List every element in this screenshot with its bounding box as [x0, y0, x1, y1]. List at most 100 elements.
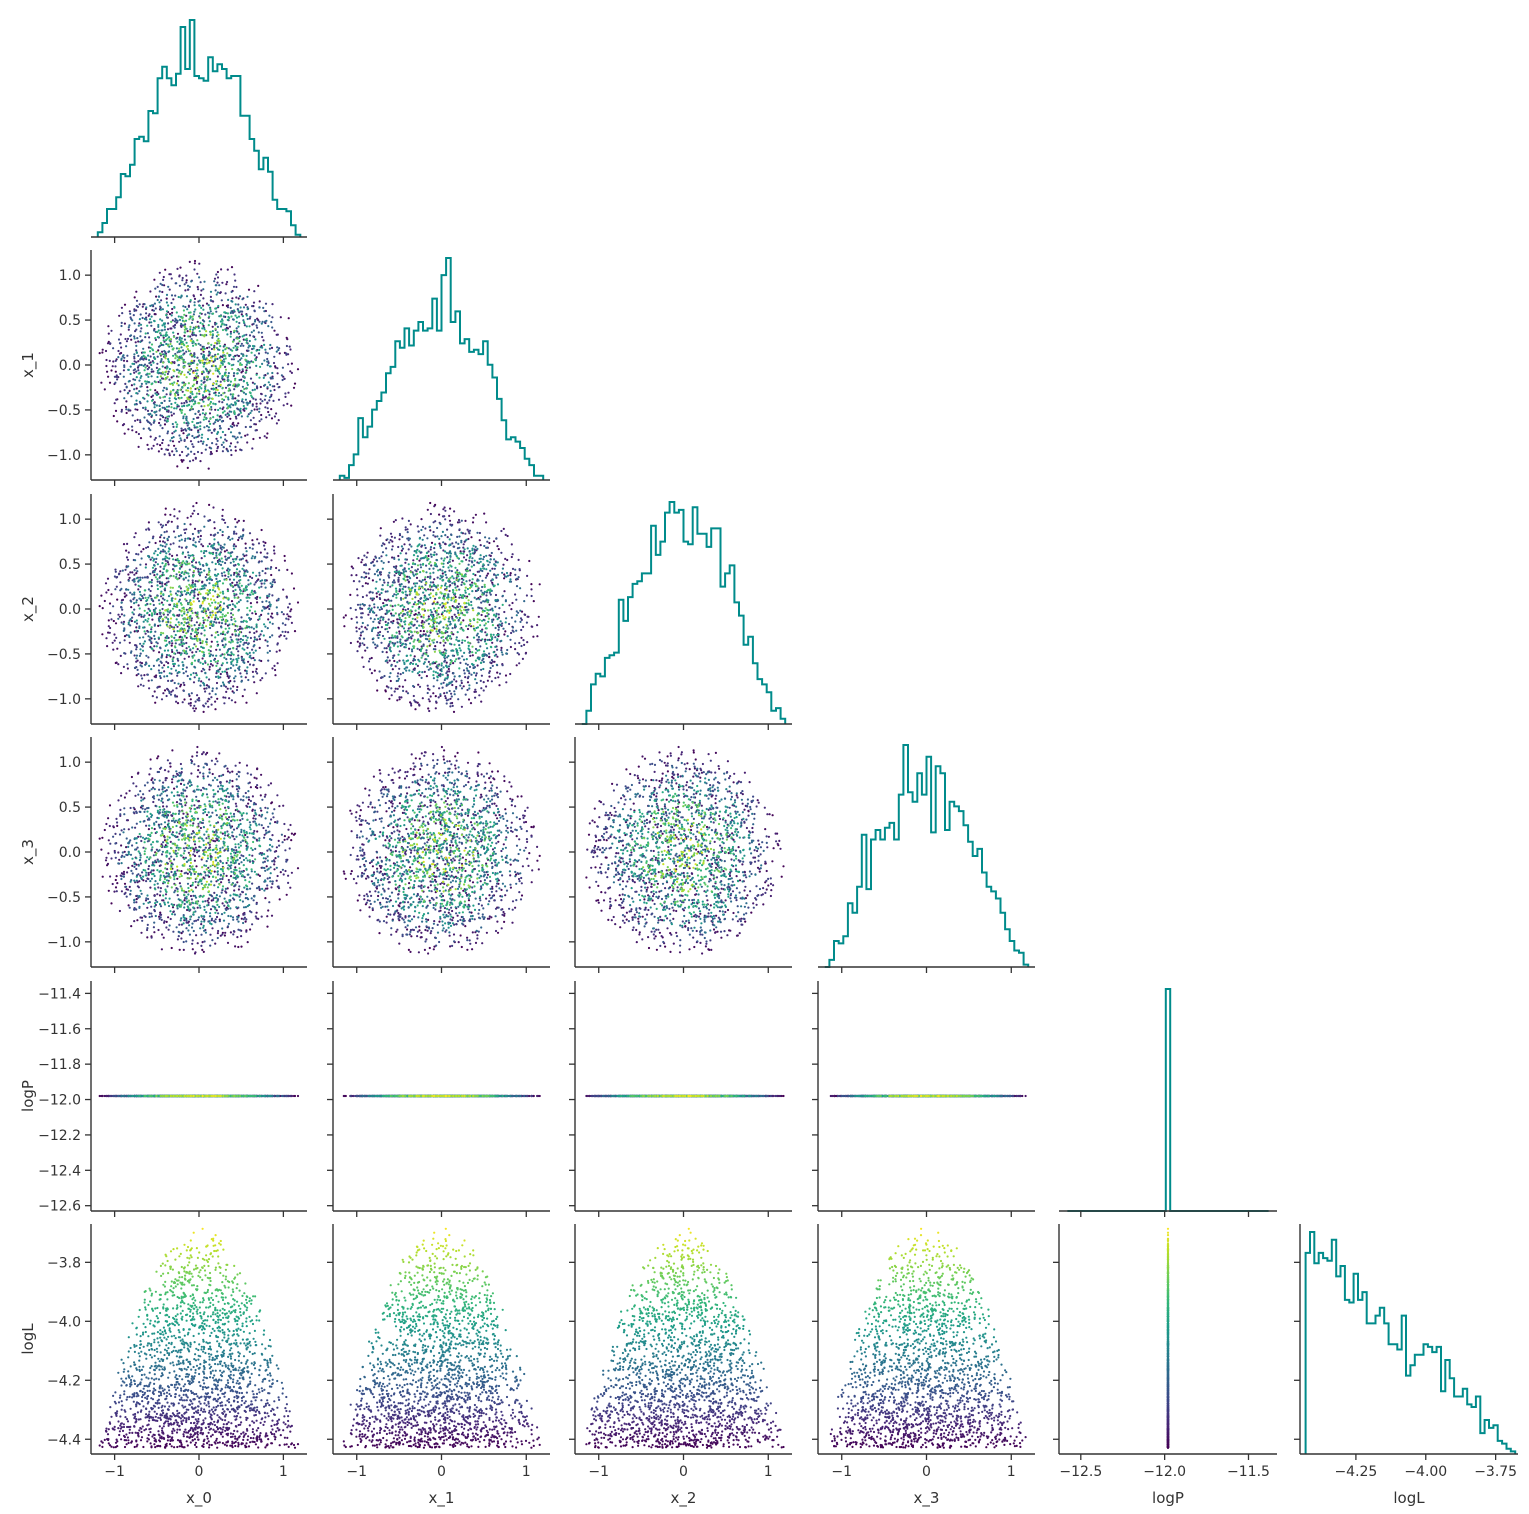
scatter-point: [466, 663, 469, 666]
scatter-point: [359, 644, 362, 647]
scatter-point: [149, 558, 152, 561]
scatter-point: [343, 625, 346, 628]
scatter-point: [181, 349, 185, 352]
scatter-point: [269, 603, 272, 606]
scatter-point: [129, 571, 132, 574]
scatter-point: [127, 368, 130, 371]
scatter-point: [181, 614, 184, 617]
scatter-point: [177, 405, 180, 408]
scatter-point: [202, 682, 205, 685]
scatter-point: [203, 380, 206, 383]
scatter-point: [214, 358, 217, 361]
scatter-point: [183, 313, 186, 316]
scatter-point: [258, 646, 261, 650]
scatter-point: [230, 612, 233, 615]
scatter-point: [191, 334, 194, 337]
scatter-point: [378, 670, 381, 673]
scatter-point: [407, 607, 410, 611]
scatter-point: [252, 322, 255, 325]
scatter-point: [111, 641, 114, 644]
scatter-point: [191, 512, 194, 515]
scatter-point: [220, 268, 223, 271]
scatter-point: [193, 527, 197, 531]
scatter-point: [427, 660, 430, 664]
scatter-point: [173, 645, 177, 648]
scatter-point: [239, 407, 242, 410]
scatter-point: [531, 625, 534, 628]
scatter-point: [162, 336, 165, 339]
scatter-point: [171, 450, 174, 453]
scatter-point: [121, 608, 124, 611]
scatter-point: [161, 365, 164, 368]
scatter-point: [490, 680, 493, 683]
scatter-point: [367, 660, 371, 663]
scatter-point: [198, 330, 201, 333]
scatter-point: [162, 692, 165, 695]
scatter-point: [158, 664, 161, 667]
scatter-point: [181, 561, 184, 565]
scatter-point: [147, 420, 150, 423]
scatter-point: [135, 351, 138, 354]
scatter-point: [360, 576, 363, 579]
scatter-point: [268, 649, 271, 653]
scatter-point: [203, 525, 206, 528]
scatter-point: [154, 307, 157, 310]
scatter-point: [114, 365, 117, 368]
scatter-point: [183, 610, 186, 613]
scatter-point: [194, 308, 197, 311]
scatter-point: [135, 290, 138, 293]
scatter-point: [179, 339, 182, 342]
scatter-point: [174, 633, 177, 637]
scatter-point: [275, 606, 278, 609]
scatter-point: [188, 627, 191, 630]
scatter-point: [116, 575, 119, 579]
scatter-point: [200, 571, 203, 574]
scatter-point: [202, 396, 205, 399]
scatter-point: [369, 590, 372, 594]
scatter-point: [253, 636, 256, 639]
scatter-point: [246, 403, 249, 406]
scatter-point: [376, 634, 379, 637]
scatter-point: [205, 425, 209, 428]
scatter-point: [191, 585, 195, 589]
scatter-point: [125, 588, 128, 591]
scatter-point: [182, 429, 185, 432]
scatter-point: [208, 655, 211, 658]
scatter-point: [158, 671, 161, 675]
scatter-point: [234, 525, 237, 529]
scatter-point: [432, 534, 435, 537]
scatter-point: [434, 695, 437, 698]
scatter-point: [231, 395, 234, 398]
scatter-point: [264, 541, 267, 545]
scatter-point: [156, 580, 159, 583]
scatter-point: [276, 333, 279, 336]
scatter-point: [264, 348, 267, 351]
scatter-point: [202, 551, 205, 555]
scatter-point: [216, 531, 219, 534]
scatter-point: [232, 653, 235, 656]
scatter-point: [215, 681, 219, 685]
scatter-point: [168, 654, 171, 657]
scatter-point: [151, 348, 154, 351]
scatter-point: [485, 594, 488, 597]
scatter-point: [381, 650, 384, 654]
scatter-point: [252, 640, 256, 643]
scatter-point: [245, 550, 248, 553]
scatter-point: [263, 343, 266, 346]
scatter-point: [153, 406, 156, 409]
scatter-point: [209, 333, 212, 336]
scatter-point: [186, 436, 189, 439]
scatter-point: [203, 618, 207, 622]
scatter-point: [530, 588, 533, 591]
scatter-point: [117, 349, 120, 353]
scatter-point: [470, 625, 473, 628]
scatter-point: [226, 318, 229, 321]
scatter-point: [258, 376, 261, 379]
scatter-point: [165, 316, 169, 319]
scatter-point: [178, 539, 181, 542]
scatter-point: [155, 295, 158, 298]
scatter-point: [231, 537, 234, 540]
scatter-point: [252, 651, 255, 654]
scatter-point: [253, 423, 256, 426]
scatter-point: [388, 541, 391, 544]
